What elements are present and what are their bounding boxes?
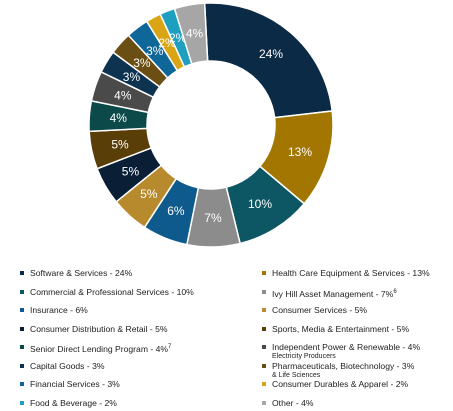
slice-label-4: 6% xyxy=(167,204,185,218)
legend-swatch xyxy=(20,271,24,275)
legend-text: Ivy Hill Asset Management - 7% xyxy=(272,288,394,299)
legend-text: Consumer Durables & Apparel - 2% xyxy=(272,379,409,389)
legend-swatch xyxy=(20,363,24,368)
legend-item: Capital Goods - 3% xyxy=(20,360,105,371)
legend-swatch xyxy=(262,271,266,275)
legend-item: Financial Services - 3% xyxy=(20,379,120,389)
legend-text: Health Care Equipment & Services - 13% xyxy=(272,268,430,278)
legend-item: Consumer Distribution & Retail - 5% xyxy=(20,323,168,334)
legend-item: Consumer Services - 5% xyxy=(262,305,368,315)
legend-swatch xyxy=(262,326,266,331)
legend-text: Pharmaceuticals, Biotechnology - 3% xyxy=(272,360,415,371)
slice-label-11: 3% xyxy=(133,56,151,70)
legend-text: Food & Beverage - 2% xyxy=(30,397,117,408)
slice-0 xyxy=(203,2,334,119)
legend-item: Pharmaceuticals, Biotechnology - 3% & Lif… xyxy=(262,360,415,379)
legend-footnote: 7 xyxy=(168,344,172,350)
legend-text: Software & Services - 24% xyxy=(30,268,133,278)
slice-15 xyxy=(173,2,209,65)
legend-text: Other - 4% xyxy=(272,397,314,408)
legend-text: Capital Goods - 3% xyxy=(30,360,105,371)
legend-item: Commercial & Professional Services - 10% xyxy=(20,286,194,297)
legend-swatch xyxy=(262,308,266,312)
legend-text: Insurance - 6% xyxy=(30,305,88,315)
slice-label-2: 10% xyxy=(248,197,272,211)
legend-item: Software & Services - 24% xyxy=(20,268,133,278)
slice-label-1: 13% xyxy=(288,145,312,159)
legend-text: Consumer Services - 5% xyxy=(272,305,368,315)
legend-subtext: Electricity Producers xyxy=(272,353,336,360)
legend-subtext: & Life Sciences xyxy=(272,371,321,379)
legend-text: Financial Services - 3% xyxy=(30,379,120,389)
legend-footnote: 6 xyxy=(393,288,397,295)
legend-swatch xyxy=(20,345,24,349)
legend-item: Food & Beverage - 2% xyxy=(20,397,117,408)
legend-item: Sports, Media & Entertainment - 5% xyxy=(262,323,410,334)
legend-item: Independent Power & Renewable - 4% Electr… xyxy=(262,342,421,360)
legend-text: Commercial & Professional Services - 10% xyxy=(30,286,194,297)
slice-label-6: 5% xyxy=(122,165,140,179)
slice-label-0: 24% xyxy=(259,47,283,61)
legend-swatch xyxy=(20,289,24,294)
legend-swatch xyxy=(262,345,266,349)
legend-text: Independent Power & Renewable - 4% xyxy=(272,342,421,352)
slice-label-12: 3% xyxy=(146,44,164,58)
legend-swatch xyxy=(262,289,266,294)
legend-item: Consumer Durables & Apparel - 2% xyxy=(262,379,409,389)
legend-text: Consumer Distribution & Retail - 5% xyxy=(30,323,168,334)
legend-text: Senior Direct Lending Program - 4% xyxy=(30,343,169,354)
legend-text: Sports, Media & Entertainment - 5% xyxy=(272,323,410,334)
legend-item: Ivy Hill Asset Management - 7%6 xyxy=(262,287,397,299)
legend-item: Senior Direct Lending Program - 4%7 xyxy=(20,342,172,354)
legend-swatch xyxy=(262,363,266,368)
legend-swatch xyxy=(20,382,24,386)
slice-label-15: 4% xyxy=(186,26,204,40)
slice-label-5: 5% xyxy=(140,187,158,201)
slice-label-9: 4% xyxy=(114,88,132,102)
donut-chart: 24%13%10%7%6%5%5%5%4%4%3%3%3%2%2% 4% xyxy=(88,2,334,248)
legend-item: Health Care Equipment & Services - 13% xyxy=(262,268,430,278)
legend-swatch xyxy=(20,308,24,312)
legend-item: Other - 4% xyxy=(262,397,314,408)
slice-label-7: 5% xyxy=(111,137,129,151)
legend-swatch xyxy=(262,400,266,405)
legend-swatch xyxy=(262,382,266,386)
legend-item: Insurance - 6% xyxy=(20,305,88,315)
slice-label-8: 4% xyxy=(110,111,128,125)
slice-label-10: 3% xyxy=(123,70,141,84)
slice-label-3: 7% xyxy=(204,211,222,225)
legend-swatch xyxy=(20,400,24,405)
legend-swatch xyxy=(20,326,24,331)
